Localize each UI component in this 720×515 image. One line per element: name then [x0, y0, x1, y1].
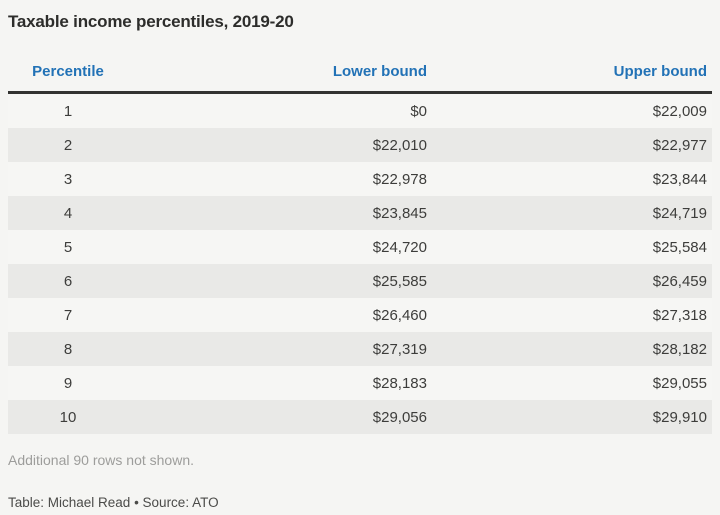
cell-percentile: 6 — [63, 272, 73, 290]
header-row: Percentile Lower bound Upper bound — [8, 54, 712, 94]
cell-lower-bound: $24,720 — [372, 238, 427, 256]
column-header-upper-bound[interactable]: Upper bound — [432, 54, 712, 94]
table-row: 6 $25,585 $26,459 — [8, 264, 712, 298]
cell-percentile: 4 — [63, 204, 73, 222]
cell-lower-bound: $22,010 — [372, 136, 427, 154]
cell-percentile: 7 — [63, 306, 73, 324]
source-credit: Table: Michael Read • Source: ATO — [8, 495, 219, 510]
table-row: 1 $0 $22,009 — [8, 92, 712, 128]
table-row: 4 $23,845 $24,719 — [8, 196, 712, 230]
column-header-lower-bound[interactable]: Lower bound — [128, 54, 432, 94]
table-body: 1 $0 $22,009 2 $22,010 $22,977 3 $22,978… — [8, 92, 712, 434]
page-title: Taxable income percentiles, 2019-20 — [8, 12, 294, 31]
cell-lower-bound: $29,056 — [372, 408, 427, 426]
table-row: 10 $29,056 $29,910 — [8, 400, 712, 434]
cell-upper-bound: $27,318 — [652, 306, 707, 324]
cell-upper-bound: $29,055 — [652, 374, 707, 392]
table-row: 8 $27,319 $28,182 — [8, 332, 712, 366]
table-row: 2 $22,010 $22,977 — [8, 128, 712, 162]
cell-upper-bound: $22,009 — [652, 102, 707, 120]
table-row: 3 $22,978 $23,844 — [8, 162, 712, 196]
cell-percentile: 3 — [63, 170, 73, 188]
cell-upper-bound: $28,182 — [652, 340, 707, 358]
cell-upper-bound: $29,910 — [652, 408, 707, 426]
cell-upper-bound: $23,844 — [652, 170, 707, 188]
cell-lower-bound: $0 — [410, 102, 427, 120]
cell-percentile: 9 — [63, 374, 73, 392]
column-header-percentile[interactable]: Percentile — [8, 54, 128, 94]
table-row: 5 $24,720 $25,584 — [8, 230, 712, 264]
cell-upper-bound: $24,719 — [652, 204, 707, 222]
percentiles-table: Percentile Lower bound Upper bound 1 $0 … — [8, 54, 712, 434]
cell-percentile: 1 — [63, 102, 73, 120]
cell-upper-bound: $25,584 — [652, 238, 707, 256]
table-row: 7 $26,460 $27,318 — [8, 298, 712, 332]
cell-upper-bound: $22,977 — [652, 136, 707, 154]
cell-lower-bound: $26,460 — [372, 306, 427, 324]
cell-lower-bound: $28,183 — [372, 374, 427, 392]
cell-lower-bound: $22,978 — [372, 170, 427, 188]
cell-percentile: 10 — [59, 408, 77, 426]
cell-percentile: 8 — [63, 340, 73, 358]
truncation-note: Additional 90 rows not shown. — [8, 452, 194, 468]
cell-percentile: 5 — [63, 238, 73, 256]
cell-lower-bound: $25,585 — [372, 272, 427, 290]
cell-percentile: 2 — [63, 136, 73, 154]
cell-lower-bound: $23,845 — [372, 204, 427, 222]
cell-lower-bound: $27,319 — [372, 340, 427, 358]
table-row: 9 $28,183 $29,055 — [8, 366, 712, 400]
cell-upper-bound: $26,459 — [652, 272, 707, 290]
